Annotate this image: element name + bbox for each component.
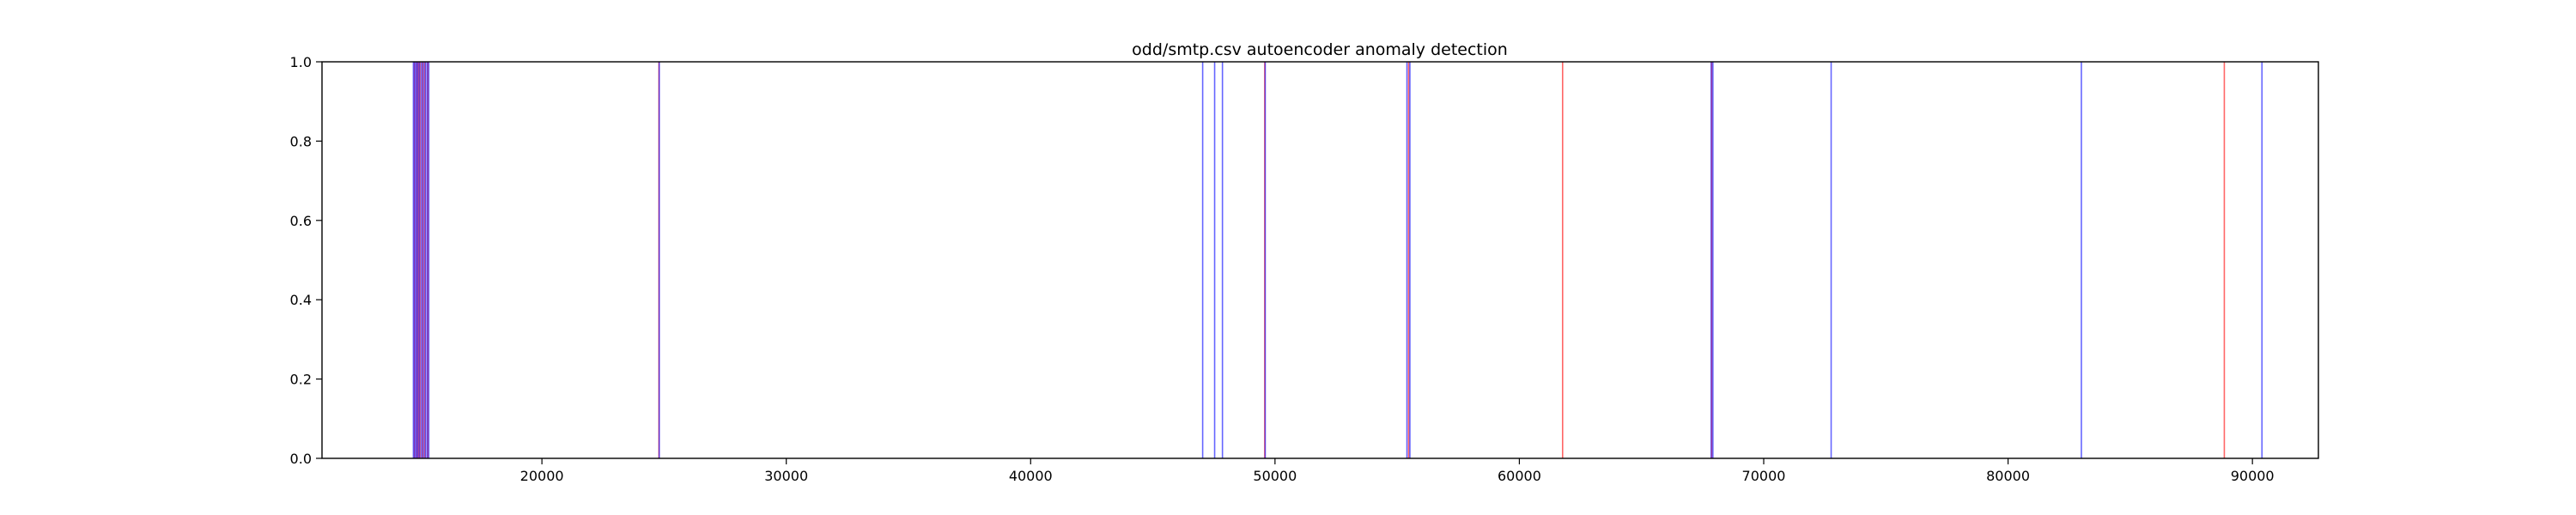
anomaly-marks (412, 62, 2263, 458)
x-tick-label-0: 20000 (520, 468, 564, 484)
x-tick-label-1: 30000 (764, 468, 808, 484)
y-tick-label-3: 0.6 (290, 213, 312, 229)
chart-title: odd/smtp.csv autoencoder anomaly detecti… (1132, 40, 1508, 59)
x-tick-label-7: 90000 (2231, 468, 2275, 484)
y-tick-label-0: 0.0 (290, 451, 312, 467)
x-tick-label-4: 60000 (1498, 468, 1541, 484)
x-tick-label-2: 40000 (1009, 468, 1053, 484)
x-tick-label-5: 70000 (1742, 468, 1786, 484)
axes: 20000 30000 40000 50000 60000 70000 80000 90000… (290, 54, 2275, 484)
y-tick-label-4: 0.8 (290, 133, 312, 149)
x-tick-label-6: 80000 (1986, 468, 2030, 484)
y-tick-label-5: 1.0 (290, 54, 312, 70)
x-tick-label-3: 50000 (1253, 468, 1297, 484)
y-tick-label-2: 0.4 (290, 292, 312, 308)
y-tick-label-1: 0.2 (290, 372, 312, 388)
plot-frame (321, 61, 2319, 459)
